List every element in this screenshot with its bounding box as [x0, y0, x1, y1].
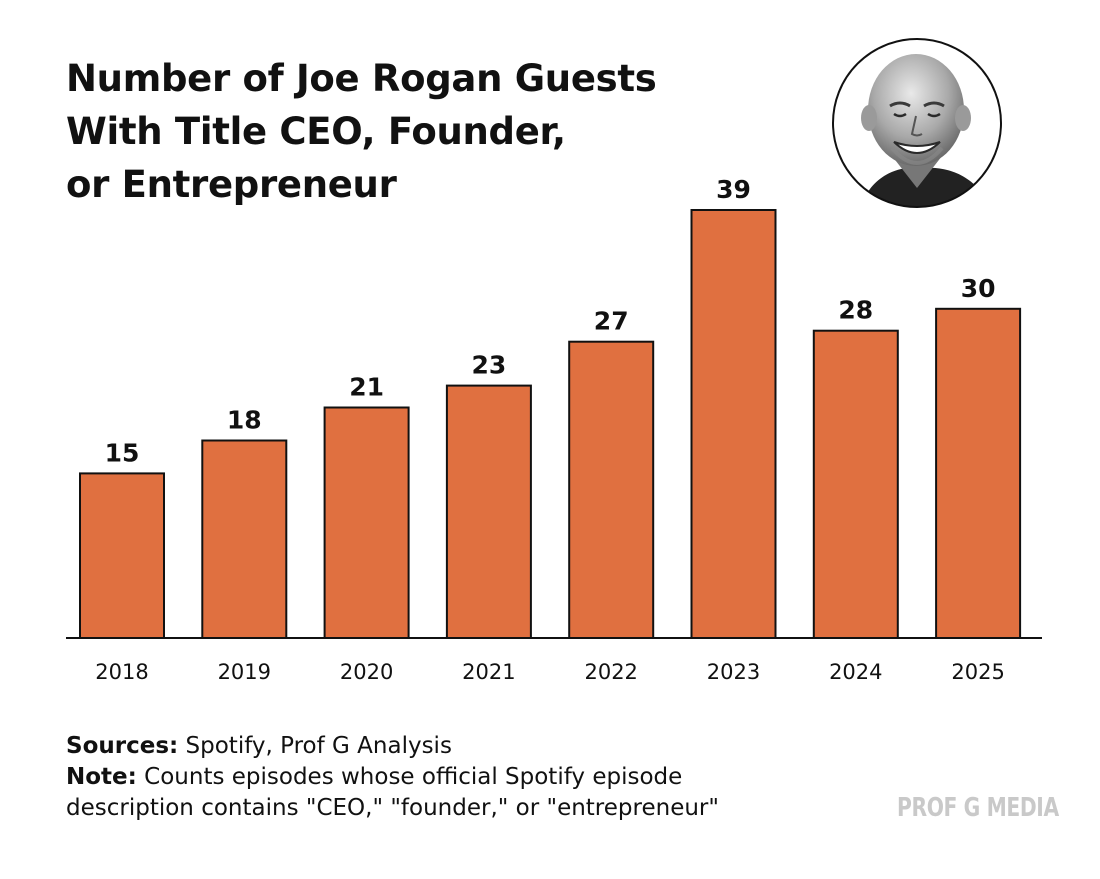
bar-2023: [690, 209, 777, 639]
sources-text: Spotify, Prof G Analysis: [178, 733, 452, 759]
bar-2018: [79, 472, 165, 639]
value-label-2024: 28: [838, 296, 873, 325]
chart-title: Number of Joe Rogan Guests With Title CE…: [66, 52, 766, 211]
bars-layer: [79, 209, 1022, 639]
value-label-2019: 18: [227, 406, 262, 435]
x-tick-label-2021: 2021: [462, 660, 515, 684]
bar-2024: [812, 329, 899, 639]
host-portrait-photo: [832, 38, 1002, 208]
x-tick-label-2023: 2023: [707, 660, 760, 684]
sources-label: Sources:: [66, 733, 179, 759]
x-tick-label-2020: 2020: [340, 660, 393, 684]
chart-title-line-2: With Title CEO, Founder,: [66, 110, 566, 153]
note-label: Note:: [66, 764, 137, 790]
labels-layer: 15 2018 18 2019 21 2020 23 2021 27 2022 39 2023 28 20…: [95, 175, 1005, 684]
note-text-1: Counts episodes whose official Spotify e…: [136, 764, 683, 790]
value-label-2020: 21: [349, 373, 384, 402]
sources-line: Sources: Spotify, Prof G Analysis: [66, 731, 719, 762]
chart-title-line-3: or Entrepreneur: [66, 163, 397, 206]
x-tick-label-2022: 2022: [584, 660, 637, 684]
x-tick-label-2018: 2018: [95, 660, 148, 684]
bar-2019: [201, 439, 288, 639]
footnote: Sources: Spotify, Prof G Analysis Note: …: [66, 731, 719, 824]
bar-2021: [445, 384, 532, 639]
x-tick-label-2025: 2025: [951, 660, 1004, 684]
value-label-2022: 27: [594, 307, 629, 336]
bar-2025: [935, 307, 1022, 639]
x-tick-label-2019: 2019: [218, 660, 271, 684]
x-tick-label-2024: 2024: [829, 660, 882, 684]
value-label-2018: 15: [105, 438, 140, 467]
chart-title-line-1: Number of Joe Rogan Guests: [66, 57, 657, 100]
value-label-2023: 39: [716, 175, 751, 204]
value-label-2025: 30: [961, 274, 996, 303]
brand-logo: PROF G MEDIA: [897, 793, 1059, 823]
bar-2022: [568, 340, 655, 639]
value-label-2021: 23: [472, 351, 507, 380]
note-line-2: description contains "CEO," "founder," o…: [66, 795, 719, 821]
bar-chart: 15 2018 18 2019 21 2020 23 2021 27 2022 39 2023 28 20…: [66, 175, 1042, 684]
bar-2020: [323, 406, 410, 639]
note-line-1: Note: Counts episodes whose official Spo…: [66, 762, 719, 793]
